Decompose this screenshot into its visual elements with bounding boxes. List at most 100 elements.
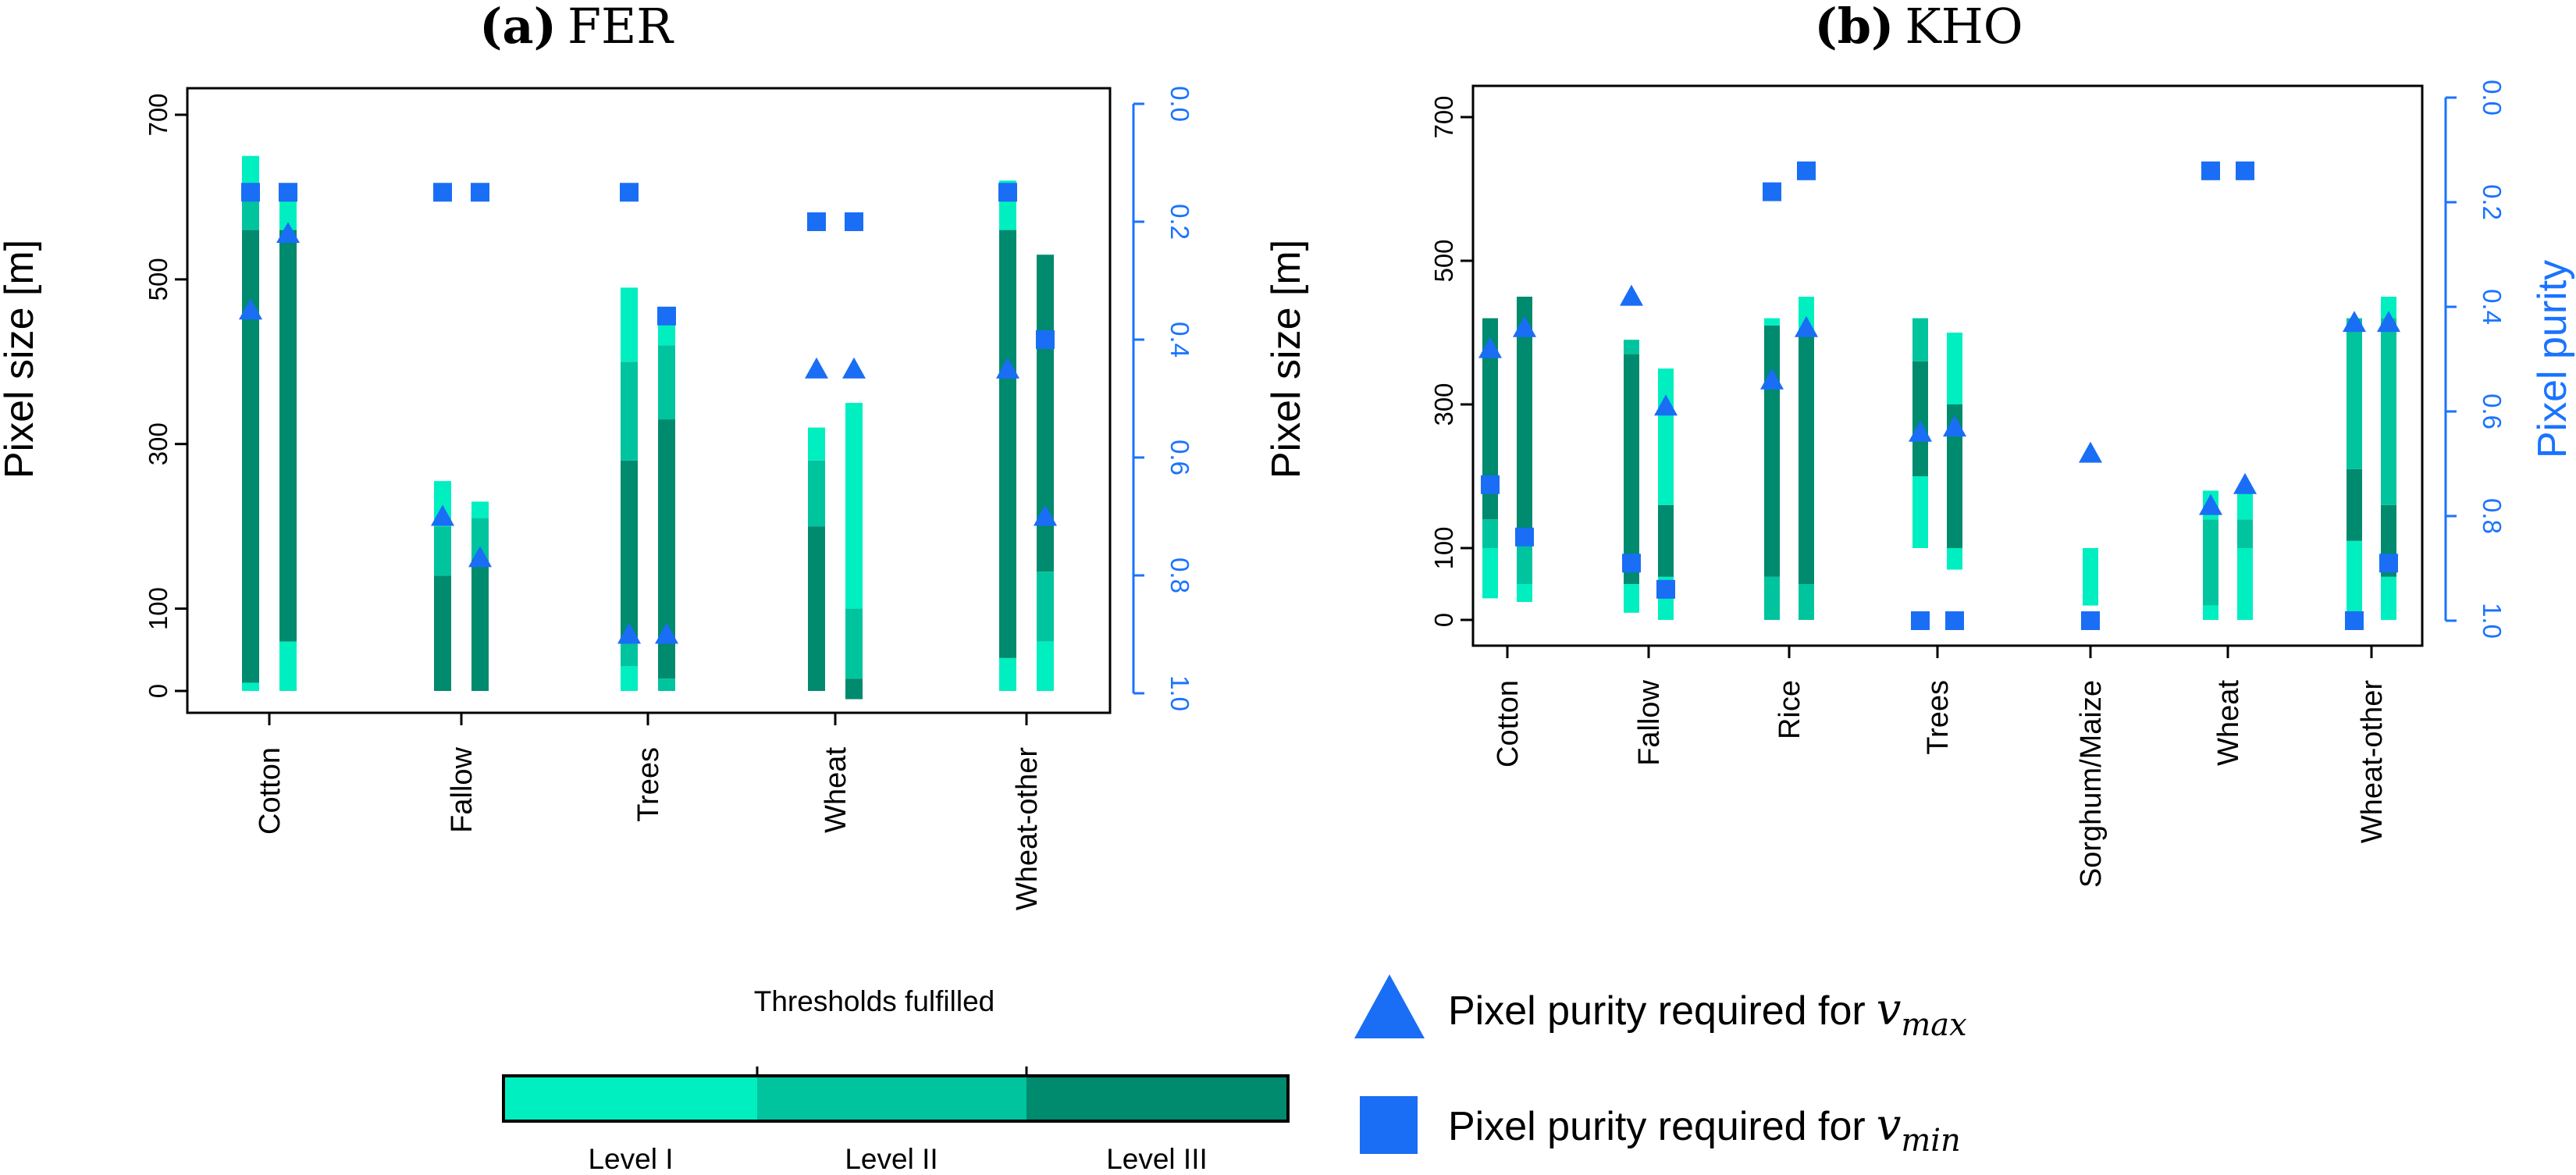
vmin-marker — [1945, 611, 1964, 630]
panel-b-letter: (b) — [1814, 0, 1894, 55]
bar-segment — [279, 641, 297, 691]
vmax-sub: max — [1901, 1007, 1966, 1043]
vmax-marker — [805, 357, 828, 379]
bar-segment — [2347, 540, 2362, 613]
vmin-marker — [2201, 161, 2220, 180]
level3-label: Level III — [1106, 1143, 1208, 1175]
vmin-marker — [1797, 161, 1816, 180]
right-tick-label: 0.0 — [2478, 80, 2507, 116]
bar-segment — [1517, 540, 1532, 584]
bar-segment — [1799, 584, 1814, 620]
vmax-marker — [1943, 415, 1966, 437]
level2-label: Level II — [845, 1143, 938, 1175]
bar-segment — [2083, 548, 2098, 606]
y-tick-label: 700 — [1429, 95, 1458, 138]
panel-a-letter: (a) — [479, 0, 557, 55]
bar-segment — [845, 678, 863, 700]
category-label: Trees — [632, 747, 665, 822]
category-label: Cotton — [254, 747, 286, 835]
category-label: Wheat-other — [2356, 680, 2389, 843]
bar-segment — [1482, 519, 1498, 548]
level1-label: Level I — [588, 1143, 673, 1175]
bar-segment — [1482, 318, 1498, 520]
bar-segment — [1764, 318, 1780, 326]
right-tick-label: 0.2 — [2478, 184, 2507, 220]
panel-a-name: FER — [568, 0, 674, 55]
vmin-marker — [433, 183, 452, 202]
bar-segment — [1624, 354, 1639, 584]
panel-a-title: (a) FER — [479, 0, 674, 55]
vmax-marker — [2343, 311, 2366, 333]
bar-segment — [2347, 468, 2362, 541]
vmax-symbol: v — [1877, 985, 1902, 1035]
bar-segment — [2381, 576, 2396, 620]
bar-segment — [242, 197, 259, 230]
vmin-marker — [2236, 161, 2254, 180]
vmax-triangle-icon — [1354, 974, 1425, 1038]
bar-segment — [471, 518, 489, 560]
vmin-marker — [845, 212, 863, 231]
vmax-marker — [2377, 311, 2400, 333]
vmin-marker — [1515, 527, 1534, 547]
vmin-marker — [2081, 611, 2100, 630]
vmin-marker — [279, 183, 297, 202]
right-tick-label: 0.6 — [1165, 440, 1194, 475]
vmax-marker — [2233, 472, 2257, 494]
bar-segment — [2381, 297, 2396, 319]
vmin-legend-text: Pixel purity required for vmin — [1448, 1100, 1961, 1159]
bar-segment — [658, 419, 675, 679]
levels-frame — [502, 1074, 1290, 1123]
vmax-marker — [655, 622, 678, 644]
bar-segment — [1764, 576, 1780, 620]
bar-segment — [1658, 369, 1674, 505]
vmin-marker — [807, 212, 826, 231]
bar-segment — [658, 320, 675, 346]
bar-segment — [1799, 333, 1814, 584]
bar-segment — [242, 230, 259, 683]
level2-swatch — [757, 1076, 1026, 1121]
bar-segment — [279, 230, 297, 642]
bar-segment — [1658, 504, 1674, 577]
vmax-marker — [1478, 336, 1502, 358]
bar-segment — [434, 575, 451, 691]
right-tick-label: 0.6 — [2478, 393, 2507, 429]
bar-segment — [1482, 548, 1498, 599]
bar-segment — [999, 197, 1016, 230]
bar-segment — [621, 641, 638, 667]
right-tick-label: 0.8 — [2478, 498, 2507, 534]
vmin-marker — [1656, 579, 1675, 599]
vmax-marker — [996, 357, 1019, 379]
bar-segment — [2237, 519, 2253, 548]
right-tick-label: 0.2 — [1165, 204, 1194, 240]
category-label: Wheat — [2212, 680, 2245, 766]
y-tick-label: 300 — [144, 422, 173, 465]
bar-segment — [658, 345, 675, 420]
bar-segment — [808, 427, 825, 461]
y-tick-label: 500 — [1429, 239, 1458, 282]
bar-segment — [1912, 361, 1928, 476]
panel-b-ylabel: Pixel size [m] — [1264, 240, 1309, 479]
vmin-square-icon — [1360, 1096, 1418, 1154]
vmin-marker — [1036, 330, 1055, 349]
bar-segment — [1624, 584, 1639, 613]
vmin-marker — [2345, 611, 2364, 630]
vmin-marker — [620, 183, 639, 202]
vmax-marker — [1795, 315, 1818, 337]
vmax-marker — [1034, 504, 1057, 526]
bar-segment — [1947, 404, 1962, 548]
bar-segment — [621, 361, 638, 461]
bar-segment — [1624, 340, 1639, 354]
bar-segment — [621, 287, 638, 362]
vmax-marker — [1620, 284, 1643, 306]
right-tick-label: 0.8 — [1165, 557, 1194, 593]
vmin-marker — [1911, 611, 1930, 630]
bar-segment — [2381, 318, 2396, 505]
vmax-marker — [276, 222, 300, 244]
bar-segment — [808, 526, 825, 691]
vmin-marker — [241, 183, 260, 202]
vmax-marker — [2079, 441, 2102, 463]
bar-segment — [471, 559, 489, 691]
category-label: Fallow — [1633, 679, 1666, 765]
plot-frame — [1471, 84, 2424, 647]
